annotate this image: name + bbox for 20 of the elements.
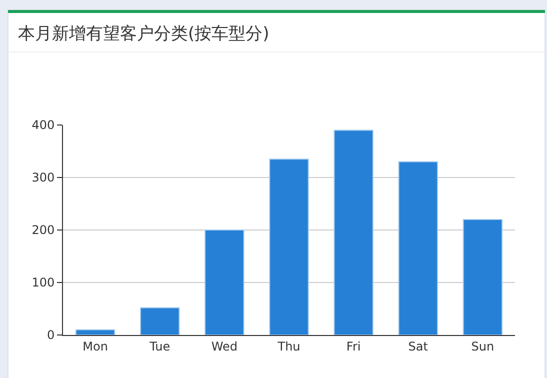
bar <box>269 158 309 335</box>
x-tick-label: Sun <box>471 339 494 354</box>
y-tick-label: 100 <box>32 276 55 290</box>
bar <box>334 130 374 335</box>
bar <box>75 329 116 335</box>
bar <box>140 307 180 335</box>
bar <box>398 161 438 335</box>
bar <box>204 230 244 335</box>
y-tick-label: 400 <box>32 118 55 132</box>
x-tick-label: Sat <box>408 339 428 354</box>
x-tick-label: Fri <box>346 339 361 354</box>
x-tick-label: Thu <box>276 339 300 354</box>
y-tick-label: 200 <box>32 223 55 238</box>
y-tick-label: 300 <box>32 170 55 185</box>
chart-title: 本月新增有望客户分类(按车型分) <box>18 24 270 44</box>
bar <box>462 219 503 335</box>
x-tick-label: Tue <box>148 339 170 354</box>
x-tick-label: Mon <box>82 339 108 354</box>
x-tick-label: Wed <box>211 339 238 354</box>
y-tick-label: 0 <box>46 328 55 342</box>
